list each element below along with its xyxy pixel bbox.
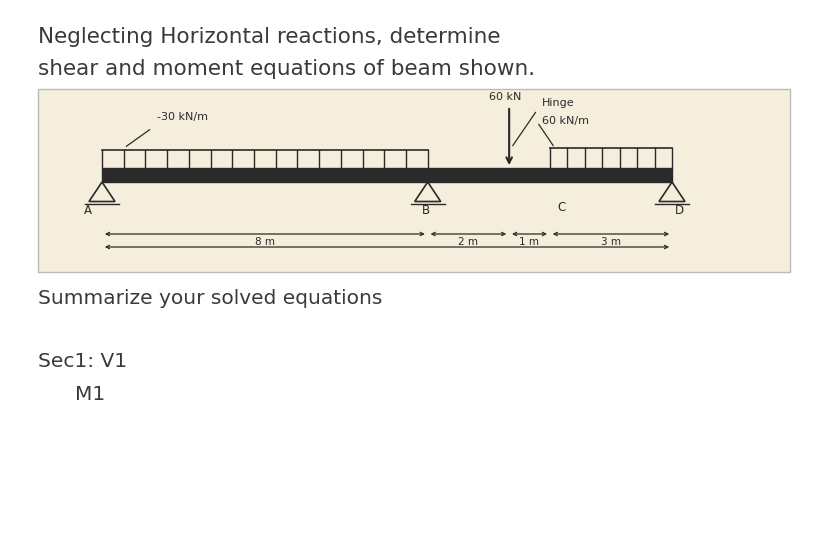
Text: A: A (84, 204, 92, 217)
Text: D: D (674, 204, 683, 217)
Text: shear and moment equations of beam shown.: shear and moment equations of beam shown… (38, 59, 534, 79)
Text: 60 kN: 60 kN (489, 92, 521, 102)
Text: Hinge: Hinge (542, 98, 574, 108)
Text: 3 m: 3 m (600, 237, 620, 247)
Text: -30 kN/m: -30 kN/m (157, 112, 208, 122)
Text: Summarize your solved equations: Summarize your solved equations (38, 289, 382, 308)
Text: Neglecting Horizontal reactions, determine: Neglecting Horizontal reactions, determi… (38, 27, 500, 47)
Text: C: C (557, 201, 566, 214)
Text: Sec1: V1: Sec1: V1 (38, 352, 127, 371)
Text: 1 m: 1 m (519, 237, 539, 247)
Text: M1: M1 (75, 385, 105, 404)
Text: 2 m: 2 m (458, 237, 478, 247)
FancyBboxPatch shape (38, 89, 789, 272)
Text: B: B (421, 204, 429, 217)
Text: 60 kN/m: 60 kN/m (542, 116, 589, 126)
Text: 8 m: 8 m (255, 237, 275, 247)
